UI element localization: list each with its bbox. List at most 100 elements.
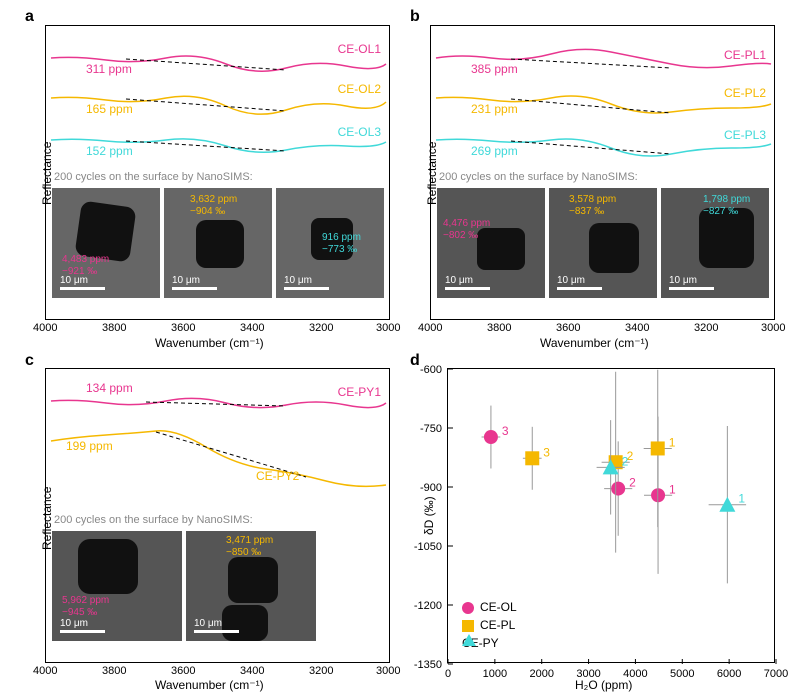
c-trace1-ppm: 134 ppm bbox=[86, 381, 133, 395]
a-inset3-scale: 10 μm bbox=[284, 275, 312, 286]
a-inset2-dD: −904 ‰ bbox=[190, 206, 225, 217]
b-trace2-ppm: 231 ppm bbox=[471, 102, 518, 116]
a-xt-1: 3800 bbox=[102, 322, 126, 334]
svg-text:2000: 2000 bbox=[529, 668, 553, 680]
a-inset-3: 916 ppm−773 ‰ 10 μm bbox=[276, 188, 384, 298]
panel-b: 385 ppm CE-PL1 231 ppm CE-PL2 269 ppm CE… bbox=[430, 25, 775, 320]
b-ylabel: Reflectance bbox=[425, 142, 439, 205]
c-xt-3: 3400 bbox=[240, 665, 264, 677]
svg-text:-1200: -1200 bbox=[414, 600, 442, 612]
a-trace3-ppm: 152 ppm bbox=[86, 144, 133, 158]
a-inset2-scale: 10 μm bbox=[172, 275, 200, 286]
svg-text:2: 2 bbox=[629, 476, 636, 490]
a-trace1-ppm: 311 ppm bbox=[86, 62, 132, 76]
svg-text:2: 2 bbox=[622, 454, 629, 468]
a-trace3-name: CE-OL3 bbox=[338, 125, 381, 139]
b-xt-5: 3000 bbox=[761, 322, 785, 334]
svg-text:5000: 5000 bbox=[670, 668, 694, 680]
b-inset-caption: 200 cycles on the surface by NanoSIMS: bbox=[439, 171, 638, 183]
b-xt-4: 3200 bbox=[694, 322, 718, 334]
b-trace1-name: CE-PL1 bbox=[724, 48, 766, 62]
svg-text:3: 3 bbox=[502, 424, 509, 438]
a-xlabel: Wavenumber (cm⁻¹) bbox=[155, 336, 264, 350]
svg-text:1: 1 bbox=[669, 435, 676, 449]
a-inset-1: 4,483 ppm−921 ‰ 10 μm bbox=[52, 188, 160, 298]
svg-text:1000: 1000 bbox=[483, 668, 507, 680]
c-inset2-dD: −850 ‰ bbox=[226, 547, 261, 558]
panel-b-label: b bbox=[410, 8, 420, 26]
panel-c: 134 ppm CE-PY1 199 ppm CE-PY2 200 cycles… bbox=[45, 368, 390, 663]
a-ylabel: Reflectance bbox=[40, 142, 54, 205]
c-xt-0: 4000 bbox=[33, 665, 57, 677]
c-xt-1: 3800 bbox=[102, 665, 126, 677]
svg-text:7000: 7000 bbox=[764, 668, 788, 680]
b-inset3-scale: 10 μm bbox=[669, 275, 697, 286]
panel-d-label: d bbox=[410, 352, 420, 370]
svg-text:1: 1 bbox=[669, 482, 676, 496]
c-inset-caption: 200 cycles on the surface by NanoSIMS: bbox=[54, 514, 253, 526]
panel-d: -600-750-900-1050-1200-13500100020003000… bbox=[447, 368, 775, 663]
svg-text:0: 0 bbox=[445, 668, 451, 680]
legend-item-pl: CE-PL bbox=[462, 616, 517, 634]
a-inset-2: 3,632 ppm−904 ‰ 10 μm bbox=[164, 188, 272, 298]
svg-text:-900: -900 bbox=[420, 482, 442, 494]
b-inset2-ppm: 3,578 ppm bbox=[569, 194, 616, 205]
c-trace1-name: CE-PY1 bbox=[338, 385, 381, 399]
b-trace3-name: CE-PL3 bbox=[724, 128, 766, 142]
c-inset-1: 5,962 ppm−945 ‰ 10 μm bbox=[52, 531, 182, 641]
c-inset1-ppm: 5,962 ppm bbox=[62, 595, 109, 606]
b-inset3-dD: −827 ‰ bbox=[703, 206, 738, 217]
b-trace2-name: CE-PL2 bbox=[724, 86, 766, 100]
b-inset1-dD: −802 ‰ bbox=[443, 230, 478, 241]
a-inset2-ppm: 3,632 ppm bbox=[190, 194, 237, 205]
c-xlabel: Wavenumber (cm⁻¹) bbox=[155, 678, 264, 692]
b-inset2-scale: 10 μm bbox=[557, 275, 585, 286]
a-xt-0: 4000 bbox=[33, 322, 57, 334]
b-xt-3: 3400 bbox=[625, 322, 649, 334]
b-inset1-scale: 10 μm bbox=[445, 275, 473, 286]
c-inset2-ppm: 3,471 ppm bbox=[226, 535, 273, 546]
a-xt-5: 3000 bbox=[376, 322, 400, 334]
d-xlabel: H₂O (ppm) bbox=[575, 678, 632, 692]
svg-text:-1050: -1050 bbox=[414, 541, 442, 553]
a-xt-3: 3400 bbox=[240, 322, 264, 334]
svg-text:6000: 6000 bbox=[717, 668, 741, 680]
a-inset3-ppm: 916 ppm bbox=[322, 232, 361, 243]
b-inset-2: 3,578 ppm−837 ‰ 10 μm bbox=[549, 188, 657, 298]
svg-text:3: 3 bbox=[543, 445, 550, 459]
svg-text:-750: -750 bbox=[420, 423, 442, 435]
c-inset2-scale: 10 μm bbox=[194, 618, 222, 629]
c-trace2-name: CE-PY2 bbox=[256, 469, 299, 483]
a-inset1-ppm: 4,483 ppm bbox=[62, 254, 109, 265]
c-xt-4: 3200 bbox=[309, 665, 333, 677]
b-inset-3: 1,798 ppm−827 ‰ 10 μm bbox=[661, 188, 769, 298]
b-xt-0: 4000 bbox=[418, 322, 442, 334]
a-trace2-name: CE-OL2 bbox=[338, 82, 381, 96]
legend-pl-text: CE-PL bbox=[480, 618, 515, 632]
legend-ol-text: CE-OL bbox=[480, 600, 517, 614]
b-inset2-dD: −837 ‰ bbox=[569, 206, 604, 217]
b-xlabel: Wavenumber (cm⁻¹) bbox=[540, 336, 649, 350]
b-inset1-ppm: 4,476 ppm bbox=[443, 218, 490, 229]
d-ylabel: δD (‰) bbox=[422, 496, 436, 535]
svg-text:-600: -600 bbox=[420, 364, 442, 376]
panel-a: 311 ppm CE-OL1 165 ppm CE-OL2 152 ppm CE… bbox=[45, 25, 390, 320]
c-inset1-scale: 10 μm bbox=[60, 618, 88, 629]
a-xt-4: 3200 bbox=[309, 322, 333, 334]
legend-item-py: CE-PY bbox=[462, 634, 517, 652]
a-inset1-scale: 10 μm bbox=[60, 275, 88, 286]
c-inset1-dD: −945 ‰ bbox=[62, 607, 97, 618]
a-xt-2: 3600 bbox=[171, 322, 195, 334]
a-inset-caption: 200 cycles on the surface by NanoSIMS: bbox=[54, 171, 253, 183]
b-inset-1: 4,476 ppm−802 ‰ 10 μm bbox=[437, 188, 545, 298]
a-inset3-dD: −773 ‰ bbox=[322, 244, 357, 255]
panel-a-label: a bbox=[25, 8, 34, 26]
legend-item-ol: CE-OL bbox=[462, 598, 517, 616]
c-ylabel: Reflectance bbox=[40, 487, 54, 550]
panel-c-label: c bbox=[25, 352, 34, 370]
c-inset-2: 3,471 ppm−850 ‰ 10 μm bbox=[186, 531, 316, 641]
svg-text:1: 1 bbox=[738, 492, 745, 506]
b-xt-1: 3800 bbox=[487, 322, 511, 334]
a-trace1-name: CE-OL1 bbox=[338, 42, 381, 56]
b-inset3-ppm: 1,798 ppm bbox=[703, 194, 750, 205]
